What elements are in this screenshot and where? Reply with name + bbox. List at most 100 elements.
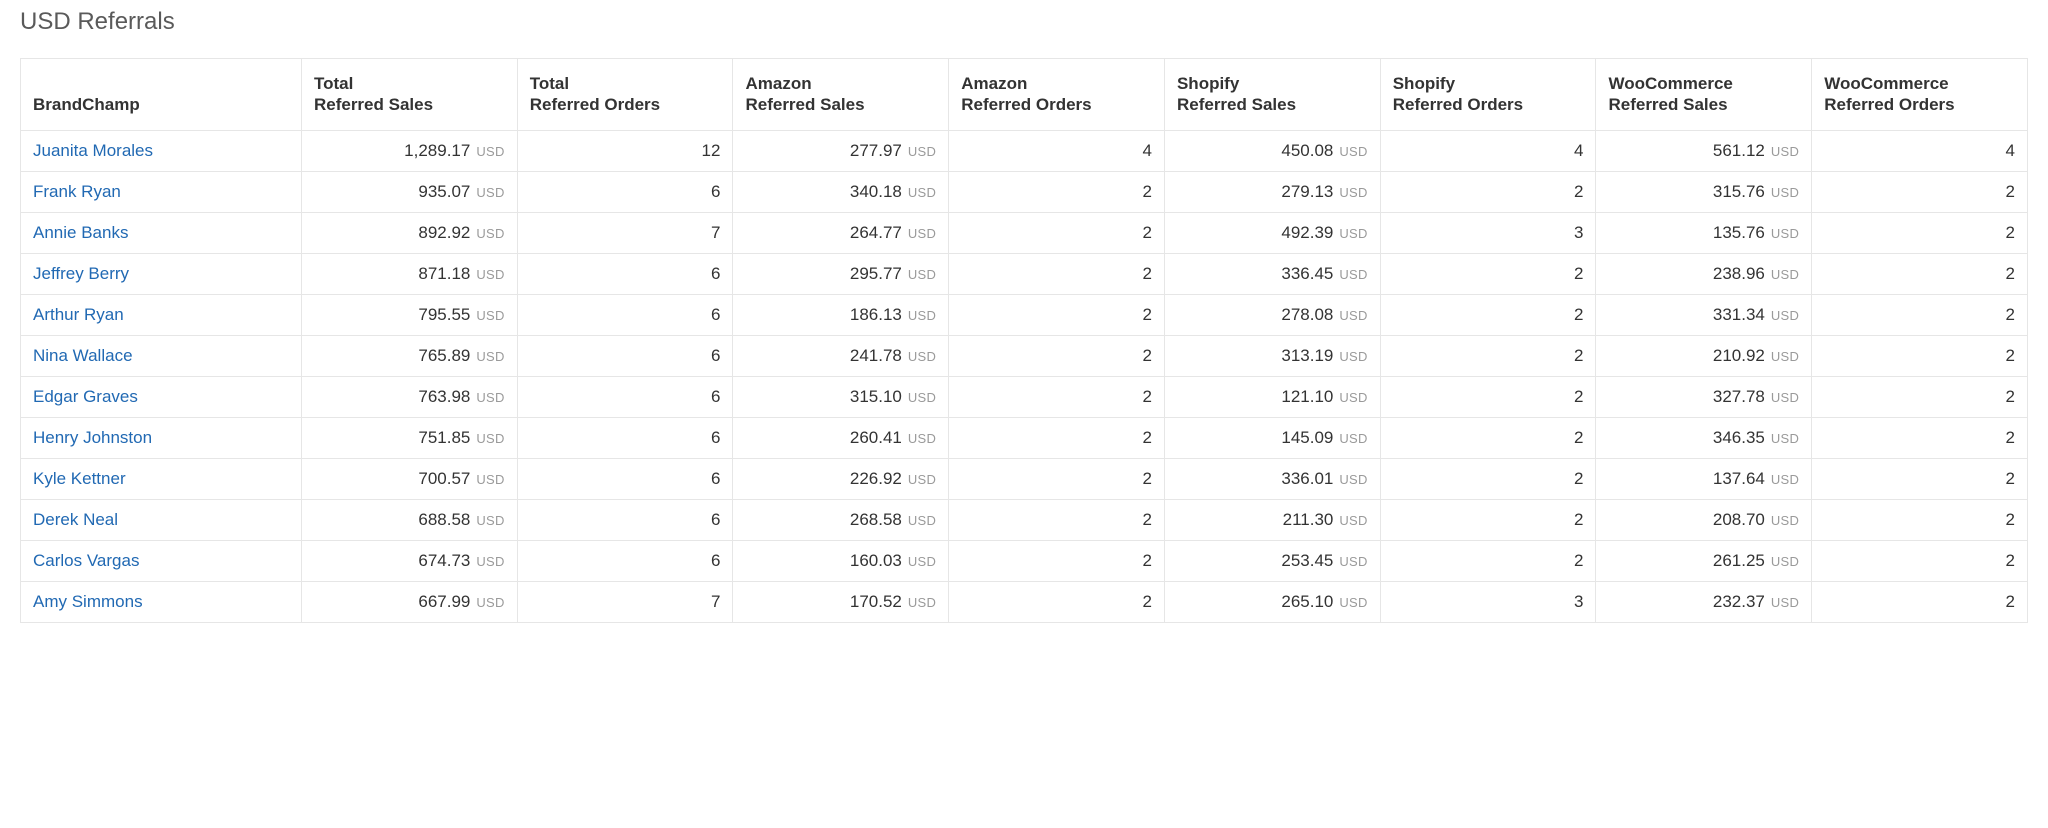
shopify_sales-value: 336.01: [1281, 469, 1333, 488]
column-header-amazon_sales[interactable]: AmazonReferred Sales: [733, 59, 949, 131]
total_orders-value: 6: [711, 305, 720, 324]
amazon_orders-value: 2: [1143, 428, 1152, 447]
total_sales-value: 795.55: [418, 305, 470, 324]
total_orders-value: 6: [711, 551, 720, 570]
currency-label: USD: [1771, 185, 1799, 200]
shopify_orders-cell: 2: [1380, 499, 1596, 540]
amazon_orders-cell: 2: [949, 417, 1165, 458]
amazon_orders-cell: 2: [949, 376, 1165, 417]
brandchamp-link[interactable]: Jeffrey Berry: [33, 264, 129, 283]
shopify_orders-cell: 2: [1380, 335, 1596, 376]
amazon_sales-value: 295.77: [850, 264, 902, 283]
currency-label: USD: [908, 390, 936, 405]
shopify_orders-cell: 2: [1380, 294, 1596, 335]
total_orders-value: 12: [702, 141, 721, 160]
woo_orders-cell: 2: [1812, 458, 2028, 499]
shopify_sales-value: 265.10: [1281, 592, 1333, 611]
amazon_orders-cell: 2: [949, 540, 1165, 581]
currency-label: USD: [476, 349, 504, 364]
column-header-total_sales[interactable]: TotalReferred Sales: [301, 59, 517, 131]
amazon_orders-value: 2: [1143, 592, 1152, 611]
amazon_orders-cell: 2: [949, 212, 1165, 253]
woo_orders-cell: 2: [1812, 417, 2028, 458]
total_sales-cell: 751.85USD: [301, 417, 517, 458]
total_sales-value: 1,289.17: [404, 141, 470, 160]
brandchamp-link[interactable]: Henry Johnston: [33, 428, 152, 447]
column-header-amazon_orders[interactable]: AmazonReferred Orders: [949, 59, 1165, 131]
woo_sales-value: 261.25: [1713, 551, 1765, 570]
total_sales-value: 700.57: [418, 469, 470, 488]
total_sales-value: 871.18: [418, 264, 470, 283]
currency-label: USD: [1771, 431, 1799, 446]
brandchamp-link[interactable]: Juanita Morales: [33, 141, 153, 160]
currency-label: USD: [908, 267, 936, 282]
currency-label: USD: [1339, 308, 1367, 323]
shopify_sales-value: 336.45: [1281, 264, 1333, 283]
total_sales-value: 674.73: [418, 551, 470, 570]
page-title: USD Referrals: [20, 8, 2028, 36]
shopify_orders-value: 2: [1574, 510, 1583, 529]
column-header-shopify_orders[interactable]: ShopifyReferred Orders: [1380, 59, 1596, 131]
currency-label: USD: [1339, 431, 1367, 446]
amazon_orders-value: 2: [1143, 510, 1152, 529]
woo_sales-cell: 315.76USD: [1596, 171, 1812, 212]
currency-label: USD: [1771, 554, 1799, 569]
currency-label: USD: [476, 472, 504, 487]
currency-label: USD: [1339, 513, 1367, 528]
column-header-woo_orders[interactable]: WooCommerceReferred Orders: [1812, 59, 2028, 131]
woo_orders-value: 2: [2006, 387, 2015, 406]
currency-label: USD: [1339, 595, 1367, 610]
table-row: Arthur Ryan795.55USD6186.13USD2278.08USD…: [21, 294, 2028, 335]
brandchamp-link[interactable]: Annie Banks: [33, 223, 128, 242]
brandchamp-cell: Carlos Vargas: [21, 540, 302, 581]
table-row: Carlos Vargas674.73USD6160.03USD2253.45U…: [21, 540, 2028, 581]
shopify_sales-cell: 121.10USD: [1164, 376, 1380, 417]
brandchamp-link[interactable]: Carlos Vargas: [33, 551, 139, 570]
total_sales-cell: 892.92USD: [301, 212, 517, 253]
amazon_orders-value: 4: [1143, 141, 1152, 160]
column-header-total_orders[interactable]: TotalReferred Orders: [517, 59, 733, 131]
currency-label: USD: [908, 513, 936, 528]
brandchamp-link[interactable]: Derek Neal: [33, 510, 118, 529]
shopify_orders-value: 2: [1574, 387, 1583, 406]
column-header-name[interactable]: BrandChamp: [21, 59, 302, 131]
currency-label: USD: [908, 349, 936, 364]
amazon_sales-cell: 277.97USD: [733, 130, 949, 171]
amazon_orders-cell: 2: [949, 253, 1165, 294]
currency-label: USD: [1339, 144, 1367, 159]
woo_orders-value: 2: [2006, 264, 2015, 283]
brandchamp-link[interactable]: Nina Wallace: [33, 346, 133, 365]
brandchamp-link[interactable]: Amy Simmons: [33, 592, 143, 611]
amazon_sales-value: 226.92: [850, 469, 902, 488]
shopify_sales-cell: 265.10 USD: [1164, 581, 1380, 622]
amazon_sales-cell: 226.92USD: [733, 458, 949, 499]
total_orders-value: 6: [711, 264, 720, 283]
shopify_sales-cell: 253.45USD: [1164, 540, 1380, 581]
total_sales-cell: 765.89USD: [301, 335, 517, 376]
shopify_sales-cell: 450.08USD: [1164, 130, 1380, 171]
currency-label: USD: [1771, 595, 1799, 610]
shopify_orders-cell: 2: [1380, 171, 1596, 212]
brandchamp-link[interactable]: Kyle Kettner: [33, 469, 126, 488]
column-header-woo_sales[interactable]: WooCommerceReferred Sales: [1596, 59, 1812, 131]
currency-label: USD: [1771, 226, 1799, 241]
total_sales-cell: 871.18USD: [301, 253, 517, 294]
brandchamp-link[interactable]: Frank Ryan: [33, 182, 121, 201]
woo_orders-value: 2: [2006, 346, 2015, 365]
currency-label: USD: [476, 390, 504, 405]
total_sales-value: 667.99: [418, 592, 470, 611]
total_sales-cell: 935.07USD: [301, 171, 517, 212]
column-header-shopify_sales[interactable]: ShopifyReferred Sales: [1164, 59, 1380, 131]
currency-label: USD: [476, 431, 504, 446]
brandchamp-cell: Derek Neal: [21, 499, 302, 540]
brandchamp-link[interactable]: Edgar Graves: [33, 387, 138, 406]
amazon_orders-cell: 2: [949, 294, 1165, 335]
amazon_orders-value: 2: [1143, 305, 1152, 324]
amazon_orders-cell: 2: [949, 458, 1165, 499]
shopify_orders-cell: 3: [1380, 212, 1596, 253]
brandchamp-link[interactable]: Arthur Ryan: [33, 305, 124, 324]
total_sales-cell: 763.98USD: [301, 376, 517, 417]
total_orders-value: 6: [711, 346, 720, 365]
amazon_sales-cell: 260.41USD: [733, 417, 949, 458]
amazon_sales-cell: 315.10USD: [733, 376, 949, 417]
